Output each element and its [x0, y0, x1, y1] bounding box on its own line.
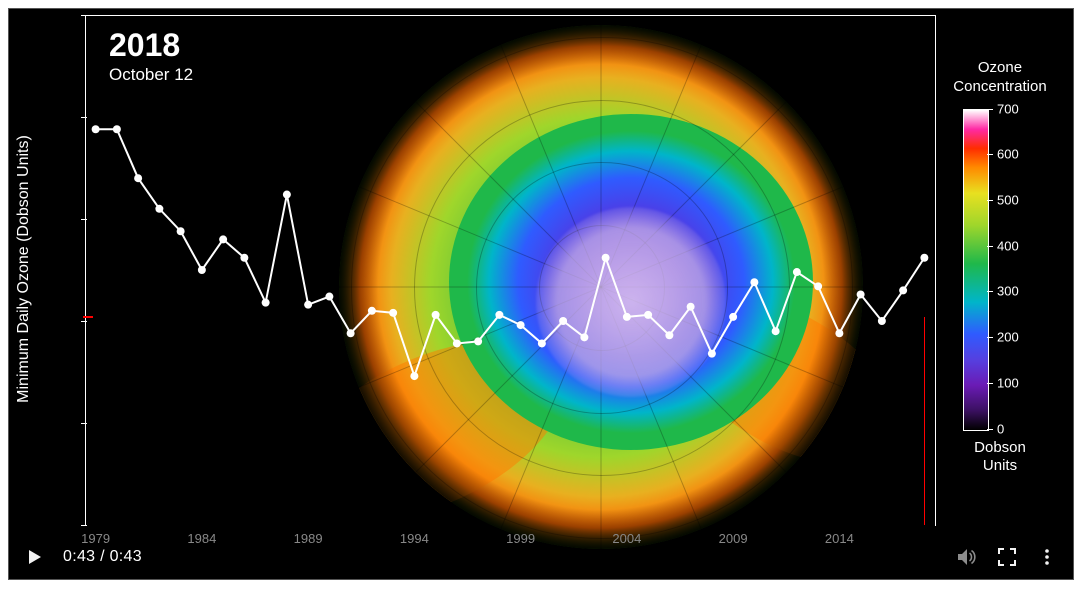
colorbar-tick-label: 600: [997, 147, 1019, 162]
colorbar-tick: [987, 109, 993, 110]
current-time: 0:43: [63, 548, 95, 565]
colorbar-tick: [987, 200, 993, 201]
colorbar-tick: [987, 429, 993, 430]
legend-title-line2: Concentration: [953, 78, 1046, 95]
video-scrubber[interactable]: [8, 589, 1072, 597]
colorbar-tick-label: 100: [997, 375, 1019, 390]
colorbar-wrap: 0100200300400500600700: [963, 109, 1037, 429]
colorbar-tick: [987, 154, 993, 155]
more-icon[interactable]: [1035, 545, 1059, 569]
colorbar-tick: [987, 383, 993, 384]
colorbar-tick-label: 700: [997, 101, 1019, 116]
duration: 0:43: [110, 548, 142, 565]
legend-units-line2: Units: [983, 457, 1017, 474]
colorbar: [963, 109, 989, 431]
volume-icon[interactable]: [955, 545, 979, 569]
time-separator: /: [100, 548, 105, 565]
colorbar-tick-label: 400: [997, 238, 1019, 253]
legend-title: Ozone Concentration: [945, 59, 1055, 97]
colorbar-tick: [987, 337, 993, 338]
colorbar-tick-label: 200: [997, 330, 1019, 345]
fullscreen-icon[interactable]: [995, 545, 1019, 569]
video-player[interactable]: Minimum Daily Ozone (Dobson Units) 2018 …: [8, 8, 1074, 580]
colorbar-tick-label: 300: [997, 284, 1019, 299]
legend-units-line1: Dobson: [974, 439, 1026, 456]
colorbar-legend: Ozone Concentration 0 100 200 300 400 500 600 7…: [945, 59, 1055, 475]
legend-title-line1: Ozone: [978, 59, 1022, 76]
colorbar-tick-label: 500: [997, 192, 1019, 207]
colorbar-tick: [987, 291, 993, 292]
play-icon[interactable]: [23, 545, 47, 569]
colorbar-tick: [987, 246, 993, 247]
legend-units: Dobson Units: [945, 439, 1055, 475]
frame: Minimum Daily Ozone (Dobson Units) 2018 …: [0, 0, 1080, 605]
colorbar-tick-label: 0: [997, 421, 1004, 436]
video-time-display: 0:43 / 0:43: [63, 548, 142, 566]
line-chart-svg: [9, 9, 1073, 579]
video-controls: 0:43 / 0:43: [9, 535, 1073, 579]
